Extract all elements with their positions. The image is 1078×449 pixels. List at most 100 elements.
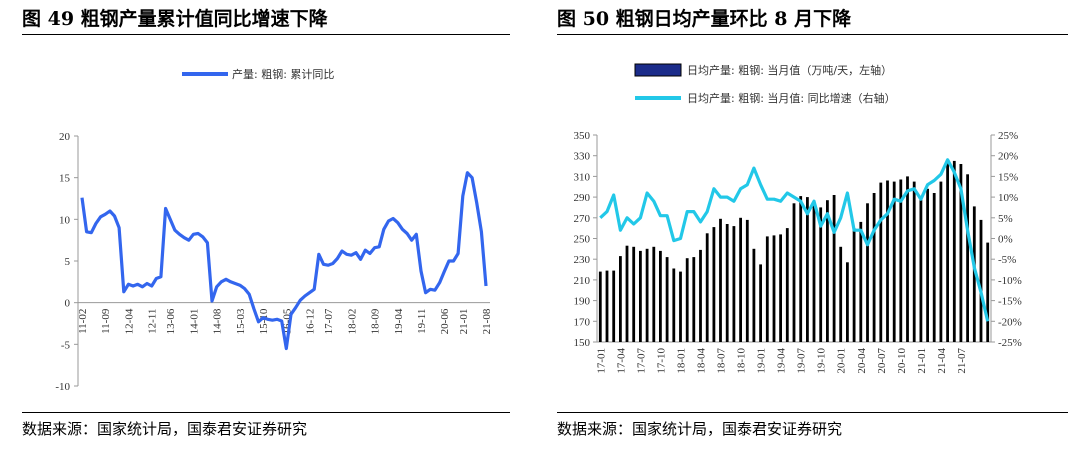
- y-left-tick-label: 210: [574, 275, 591, 287]
- bar-daily-output: [765, 236, 769, 342]
- y-right-tick-label: -15%: [998, 296, 1022, 308]
- y-tick-label: -10: [55, 381, 70, 393]
- x-tick-label: 19-04: [776, 348, 788, 374]
- y-left-tick-label: 250: [574, 234, 591, 246]
- legend-label-line: 日均产量: 粗钢: 当月值: 同比增速（右轴）: [687, 91, 896, 105]
- figure-50-panel: 图 50 粗钢日均产量环比 8 月下降 日均产量: 粗钢: 当月值（万吨/天，左…: [535, 0, 1078, 449]
- y-left-tick-label: 230: [574, 254, 591, 266]
- x-tick-label: 15-03: [235, 308, 247, 334]
- x-tick-label: 21-01: [916, 348, 928, 374]
- bar-daily-output: [939, 181, 943, 342]
- bar-daily-output: [659, 250, 662, 342]
- bar-daily-output: [926, 188, 929, 342]
- crude-steel-daily-output-chart: 日均产量: 粗钢: 当月值（万吨/天，左轴） 日均产量: 粗钢: 当月值: 同比增…: [574, 63, 1022, 374]
- y-right-tick-label: -25%: [998, 337, 1022, 349]
- source-rule: [557, 412, 1068, 413]
- bar-daily-output: [806, 197, 809, 342]
- x-tick-label: 17-01: [595, 348, 607, 374]
- bar-daily-output: [645, 248, 649, 342]
- x-tick-label: 19-07: [796, 348, 808, 374]
- bar-daily-output: [986, 242, 990, 342]
- bar-daily-output: [779, 234, 782, 342]
- y-left-tick-label: 310: [574, 171, 591, 183]
- legend-label-bars: 日均产量: 粗钢: 当月值（万吨/天，左轴）: [687, 63, 892, 77]
- y-left-tick-label: 350: [574, 130, 591, 142]
- bar-daily-output: [952, 160, 956, 342]
- bar-daily-output: [906, 176, 909, 342]
- bar-daily-output: [972, 206, 976, 342]
- x-tick-label: 19-04: [393, 308, 405, 334]
- x-tick-label: 20-04: [856, 348, 868, 374]
- bar-daily-output: [672, 268, 676, 342]
- x-tick-label: 19-10: [816, 348, 828, 374]
- figure-50-source: 数据来源：国家统计局，国泰君安证券研究: [557, 420, 843, 438]
- bar-daily-output: [886, 180, 889, 342]
- series-line-daily-yoy: [599, 158, 990, 322]
- legend: 日均产量: 粗钢: 当月值（万吨/天，左轴） 日均产量: 粗钢: 当月值: 同比增…: [634, 63, 896, 105]
- legend-swatch-bars: [634, 63, 682, 77]
- bar-daily-output: [685, 258, 689, 342]
- bar-daily-output: [979, 219, 983, 342]
- x-tick-label: 18-09: [370, 308, 382, 334]
- bar-daily-output: [826, 200, 829, 342]
- bar-daily-output: [745, 219, 749, 342]
- bar-daily-output: [632, 246, 636, 342]
- bar-daily-output: [705, 233, 709, 342]
- y-right-tick-label: 5%: [998, 213, 1013, 225]
- bar-daily-output: [859, 221, 863, 342]
- x-tick-label: 14-01: [188, 309, 200, 335]
- bar-daily-output: [725, 224, 729, 342]
- y-left-tick-label: 170: [574, 316, 591, 328]
- bar-daily-output: [932, 193, 936, 342]
- bar-daily-output: [739, 217, 742, 342]
- y-tick-label: 10: [59, 214, 71, 226]
- figure-50-title: 图 50 粗钢日均产量环比 8 月下降: [557, 8, 852, 30]
- title-rule: [22, 34, 510, 35]
- y-right-tick-label: -20%: [998, 316, 1022, 328]
- bar-daily-output: [846, 262, 849, 342]
- title-rule: [557, 34, 1068, 35]
- y-right-tick-label: -10%: [998, 275, 1022, 287]
- bar-daily-output: [732, 226, 736, 342]
- bar-daily-output: [772, 235, 776, 342]
- bar-daily-output: [866, 203, 869, 342]
- y-left-tick-label: 150: [574, 337, 591, 349]
- bar-daily-output: [832, 195, 836, 342]
- bar-daily-output: [946, 159, 949, 342]
- x-tick-label: 12-11: [147, 309, 159, 334]
- bar-daily-output: [665, 257, 669, 342]
- x-tick-label: 20-10: [896, 348, 908, 374]
- x-tick-label: 18-01: [675, 348, 687, 374]
- source-rule: [22, 412, 510, 413]
- bar-daily-output: [852, 228, 856, 342]
- x-tick-label: 21-08: [481, 308, 493, 334]
- figure-49-source: 数据来源：国家统计局，国泰君安证券研究: [22, 420, 308, 438]
- bar-daily-output: [598, 271, 602, 342]
- legend-label: 产量: 粗钢: 累计同比: [232, 67, 334, 81]
- x-tick-label: 17-07: [635, 348, 647, 374]
- bar-daily-output: [912, 181, 916, 342]
- bar-daily-output: [892, 181, 896, 342]
- y-right-tick-label: 20%: [998, 151, 1018, 163]
- y-right-tick-label: -5%: [998, 254, 1016, 266]
- x-tick-label: 12-04: [123, 308, 135, 334]
- bar-daily-output: [652, 246, 656, 342]
- bar-daily-output: [692, 257, 696, 342]
- bar-daily-output: [792, 203, 796, 342]
- bar-daily-output: [839, 246, 843, 342]
- y-right-tick-label: 0%: [998, 234, 1013, 246]
- x-tick-label: 19-01: [756, 348, 768, 374]
- bar-daily-output: [759, 264, 762, 342]
- bar-daily-output: [879, 182, 883, 342]
- x-tick-label: 17-10: [655, 348, 667, 374]
- bar-daily-output: [752, 248, 756, 342]
- x-tick-label: 15-10: [258, 308, 270, 334]
- bar-daily-output: [919, 197, 923, 342]
- x-tick-label: 21-04: [936, 348, 948, 374]
- x-tick-label: 18-07: [716, 348, 728, 374]
- y-left-tick-label: 290: [574, 192, 591, 204]
- x-tick-label: 14-08: [212, 308, 224, 334]
- bar-daily-output: [812, 201, 816, 342]
- bar-daily-output: [785, 228, 789, 342]
- bar-daily-output: [899, 179, 903, 342]
